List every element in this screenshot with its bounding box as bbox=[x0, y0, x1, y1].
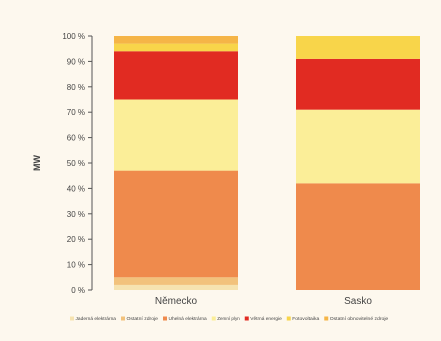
legend-swatch bbox=[163, 316, 167, 321]
legend-swatch bbox=[286, 316, 291, 321]
x-category-label: Německo bbox=[155, 296, 198, 307]
legend-swatch bbox=[324, 316, 329, 321]
y-tick-label: 40 % bbox=[67, 184, 85, 193]
bar-segment bbox=[296, 183, 420, 290]
bar-segment bbox=[296, 58, 420, 110]
y-axis: 0 % 10 % 20 % 30 % 40 % 50 % 60 % 70 % 80 % 90 % 1… bbox=[32, 32, 93, 295]
legend-label: Fotovoltaika bbox=[292, 316, 320, 321]
y-tick-label: 90 % bbox=[67, 57, 85, 66]
legend-swatch bbox=[211, 316, 216, 321]
legend-swatch bbox=[70, 316, 74, 321]
legend-swatch bbox=[121, 316, 125, 321]
y-tick-label: 60 % bbox=[67, 134, 85, 143]
y-tick-label: 30 % bbox=[67, 210, 85, 219]
y-tick-label: 20 % bbox=[67, 235, 85, 244]
legend-label: Větrná energie bbox=[250, 316, 282, 321]
y-tick-label: 0 % bbox=[71, 286, 85, 295]
x-category-label: Sasko bbox=[344, 296, 372, 307]
y-tick-label: 80 % bbox=[67, 83, 85, 92]
bars-area bbox=[114, 36, 420, 290]
legend-label: Uhelná elektrárna bbox=[169, 316, 208, 321]
y-tick-label: 50 % bbox=[67, 159, 85, 168]
legend-swatch bbox=[244, 316, 249, 321]
legend-label: Ostatní zdroje bbox=[127, 316, 159, 321]
y-tick-label: 10 % bbox=[67, 261, 85, 270]
y-tick-label: 70 % bbox=[67, 108, 85, 117]
y-axis-title: MW bbox=[32, 155, 42, 171]
legend-label: Zemní plyn bbox=[217, 316, 240, 321]
legend-label: Ostatní obnovitelné zdroje bbox=[330, 316, 389, 321]
bar-segment bbox=[114, 170, 238, 278]
bar-segment bbox=[296, 109, 420, 184]
bar-segment bbox=[296, 36, 420, 59]
y-tick-label: 100 % bbox=[62, 32, 85, 41]
legend: Jaderná elektrárna Ostatní zdroje Uhelná e… bbox=[70, 316, 389, 321]
bar-segment bbox=[114, 36, 238, 44]
bar-segment bbox=[114, 277, 238, 285]
bar-segment bbox=[114, 43, 238, 52]
x-axis-labels: Německo Sasko bbox=[155, 296, 372, 307]
bar-segment bbox=[114, 284, 238, 290]
bar-segment bbox=[114, 51, 238, 100]
legend-label: Jaderná elektrárna bbox=[76, 316, 117, 321]
bar-segment bbox=[114, 99, 238, 171]
